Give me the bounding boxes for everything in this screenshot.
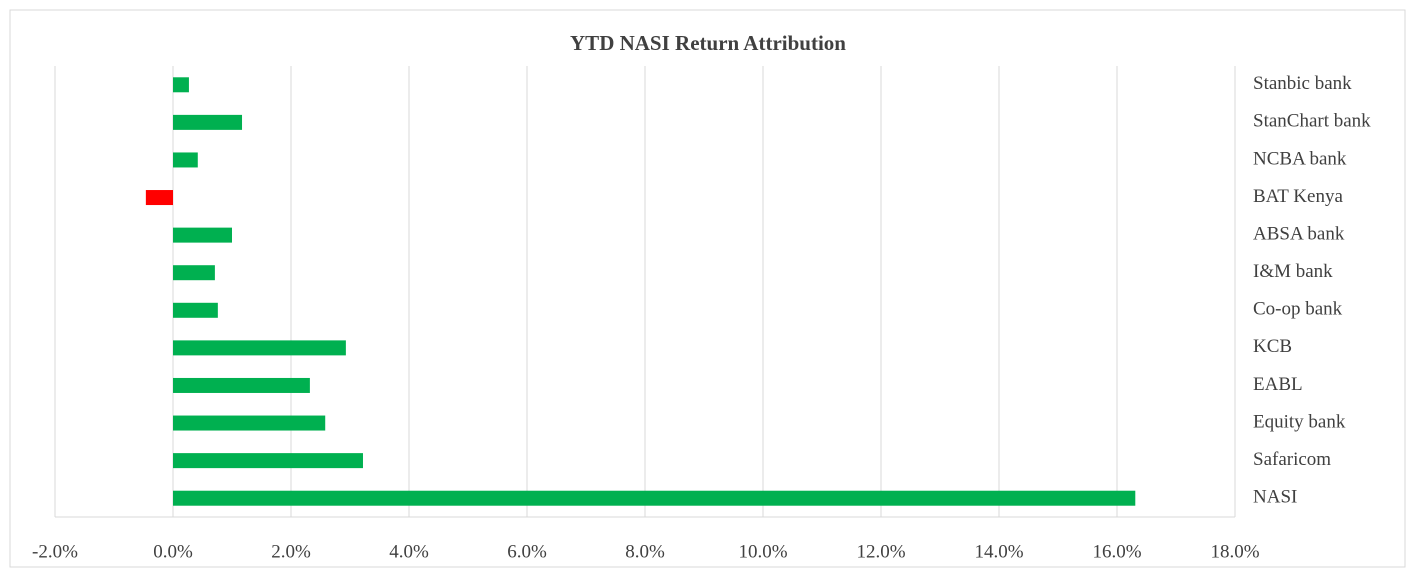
bar [173, 152, 198, 168]
y-tick-label: NASI [1253, 487, 1297, 508]
x-tick-label: 10.0% [738, 541, 787, 562]
y-tick-label: Equity bank [1253, 411, 1346, 432]
bar [173, 490, 1136, 506]
bar [173, 302, 218, 318]
bar [173, 453, 363, 469]
y-tick-label: Safaricom [1253, 449, 1331, 470]
bar [173, 265, 215, 281]
y-tick-label: ABSA bank [1253, 223, 1345, 244]
bar [173, 77, 189, 93]
bar [173, 114, 243, 130]
x-tick-label: 2.0% [271, 541, 311, 562]
y-tick-label: Co-op bank [1253, 299, 1343, 320]
y-tick-label: Stanbic bank [1253, 73, 1352, 94]
x-tick-label: 4.0% [389, 541, 429, 562]
x-tick-label: 16.0% [1092, 541, 1141, 562]
bar [145, 190, 173, 206]
chart-title: YTD NASI Return Attribution [570, 31, 846, 55]
y-tick-label: BAT Kenya [1253, 186, 1343, 207]
x-tick-label: 0.0% [153, 541, 193, 562]
y-tick-label: StanChart bank [1253, 111, 1371, 132]
x-tick-label: 18.0% [1210, 541, 1259, 562]
x-tick-label: 12.0% [856, 541, 905, 562]
bar [173, 227, 232, 243]
bar [173, 415, 326, 431]
x-tick-label: 14.0% [974, 541, 1023, 562]
bar [173, 340, 346, 356]
chart-border [9, 9, 1406, 568]
y-tick-label: EABL [1253, 374, 1303, 395]
x-tick-label: -2.0% [32, 541, 78, 562]
y-tick-label: I&M bank [1253, 261, 1333, 282]
y-tick-label: NCBA bank [1253, 148, 1347, 169]
x-tick-label: 8.0% [625, 541, 665, 562]
bar [173, 377, 310, 393]
x-tick-label: 6.0% [507, 541, 547, 562]
y-tick-label: KCB [1253, 336, 1292, 357]
